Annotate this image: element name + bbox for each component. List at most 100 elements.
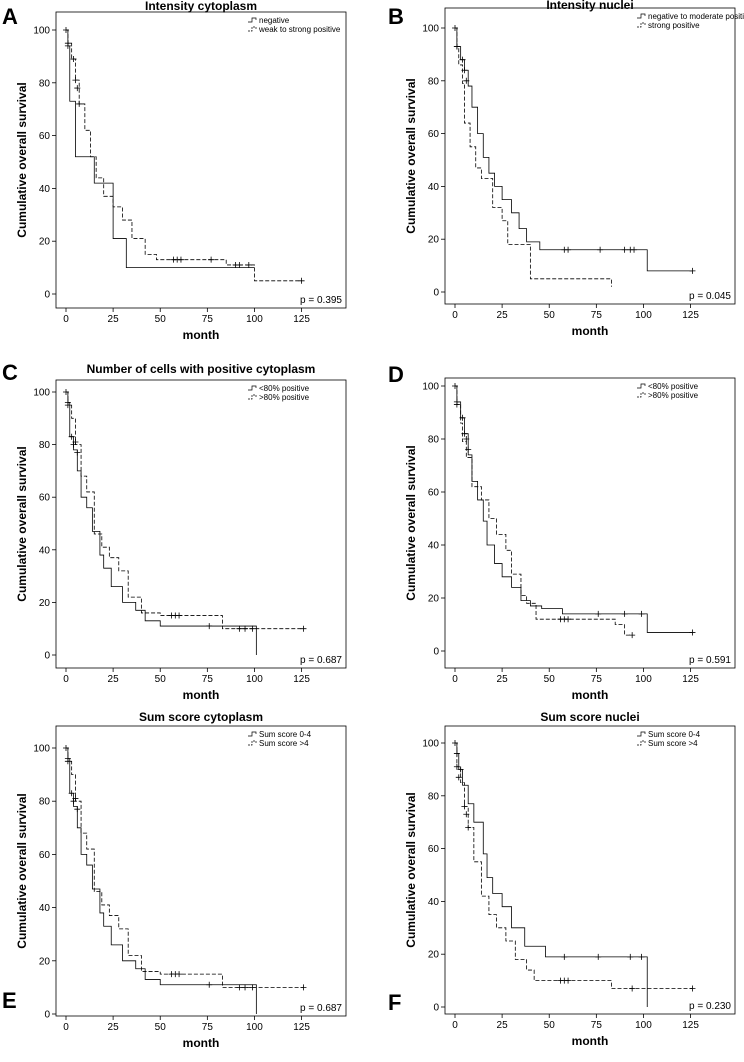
x-tick-label: 25 [497,674,509,685]
legend-symbol [637,13,646,19]
y-axis-label: Cumulative overall survival [15,446,29,601]
x-tick-label: 75 [202,1022,214,1033]
km-curve-group-2 [66,747,304,988]
censor-mark [72,438,79,445]
x-tick-label: 100 [246,674,263,685]
legend-label: >80% positive [259,393,310,402]
censor-mark [63,27,69,33]
y-tick-label: 60 [39,493,51,504]
x-tick-label: 0 [63,674,69,685]
plot-frame [55,379,347,669]
censor-mark [300,984,307,991]
legend-label: >80% positive [648,391,699,400]
legend-label: <80% positive [259,384,310,393]
censor-mark [463,811,470,818]
x-tick-label: 50 [544,674,556,685]
p-value: p = 0.591 [689,655,731,666]
x-axis-label: month [183,328,220,342]
panel-f: F Sum score nuclei 0 20 40 60 80 100 0 25 50 75 100 1… [388,710,736,1048]
censor-mark [249,625,256,632]
legend-symbol [637,383,646,389]
censor-mark [206,981,213,988]
legend-label: strong positive [648,21,700,30]
censor-mark [453,763,460,770]
y-axis-label: Cumulative overall survival [404,445,418,600]
plot-frame [444,377,736,669]
y-tick-label: 80 [428,791,440,802]
x-tick-label: 125 [682,674,699,685]
panel-title: Intensity cytoplasm [145,0,257,13]
legend-symbol [248,385,257,391]
censor-mark [459,56,466,63]
y-axis-label: Cumulative overall survival [404,792,418,947]
y-tick-label: 100 [33,744,50,755]
y-tick-label: 20 [428,594,440,605]
x-tick-label: 75 [591,310,603,321]
x-tick-label: 50 [544,1020,556,1031]
y-tick-label: 40 [39,184,51,195]
y-tick-label: 0 [44,290,50,301]
censor-mark [689,985,696,992]
x-tick-label: 100 [635,674,652,685]
censor-mark [236,984,243,991]
censor-mark [463,77,470,84]
legend-label: negative to moderate positive [648,12,744,21]
panel-title: Sum score nuclei [540,710,639,724]
y-tick-label: 20 [39,598,51,609]
y-tick-label: 40 [39,545,51,556]
censor-mark [595,953,602,960]
panel-letter: A [2,4,18,29]
censor-mark [631,246,638,253]
censor-mark [74,449,81,456]
x-tick-label: 100 [246,1022,263,1033]
x-tick-label: 25 [108,674,120,685]
y-tick-label: 0 [433,288,439,299]
p-value: p = 0.687 [300,655,342,666]
legend-symbol [637,392,646,398]
legend-label: Sum score >4 [648,739,698,748]
x-tick-label: 125 [682,1020,699,1031]
censor-mark [465,824,472,831]
x-tick-label: 50 [155,674,167,685]
y-tick-label: 100 [422,382,439,393]
censor-mark [72,795,79,802]
x-tick-label: 125 [293,314,310,325]
censor-mark [72,77,79,84]
plot-frame [444,725,736,1015]
km-curve-group-2 [455,742,693,989]
y-tick-label: 0 [433,647,439,658]
x-tick-label: 100 [635,1020,652,1031]
p-value: p = 0.687 [300,1003,342,1014]
panel-letter: D [388,362,404,387]
legend-symbol [248,731,257,737]
censor-mark [300,625,307,632]
censor-mark [208,256,215,263]
censor-mark [64,402,71,409]
x-tick-label: 75 [202,314,214,325]
y-tick-label: 100 [422,24,439,35]
y-tick-label: 20 [428,950,440,961]
x-axis-label: month [183,1036,220,1050]
censor-mark [627,953,634,960]
panel-b: B Intensity nuclei 0 20 40 60 80 100 0 25 50 75 100 1… [388,0,744,338]
x-tick-label: 125 [293,674,310,685]
y-tick-label: 40 [428,182,440,193]
x-axis-label: month [572,688,609,702]
y-tick-label: 20 [428,235,440,246]
km-curve-group-1 [455,385,693,633]
km-curve-group-1 [66,747,257,1014]
km-curve-group-1 [455,742,648,1007]
censor-mark [70,56,77,63]
censor-mark [638,953,645,960]
y-tick-label: 40 [39,903,51,914]
y-tick-label: 0 [44,1010,50,1021]
censor-mark [561,953,568,960]
censor-mark [74,85,81,92]
censor-mark [245,261,252,268]
km-curve-group-1 [66,29,255,268]
panel-title: Sum score cytoplasm [139,710,263,724]
legend-symbol [637,731,646,737]
y-axis-label: Cumulative overall survival [404,78,418,233]
censor-mark [76,100,83,107]
panel-d: D 0 20 40 60 80 100 0 25 50 75 100 125 month Cumulativ… [388,362,736,702]
